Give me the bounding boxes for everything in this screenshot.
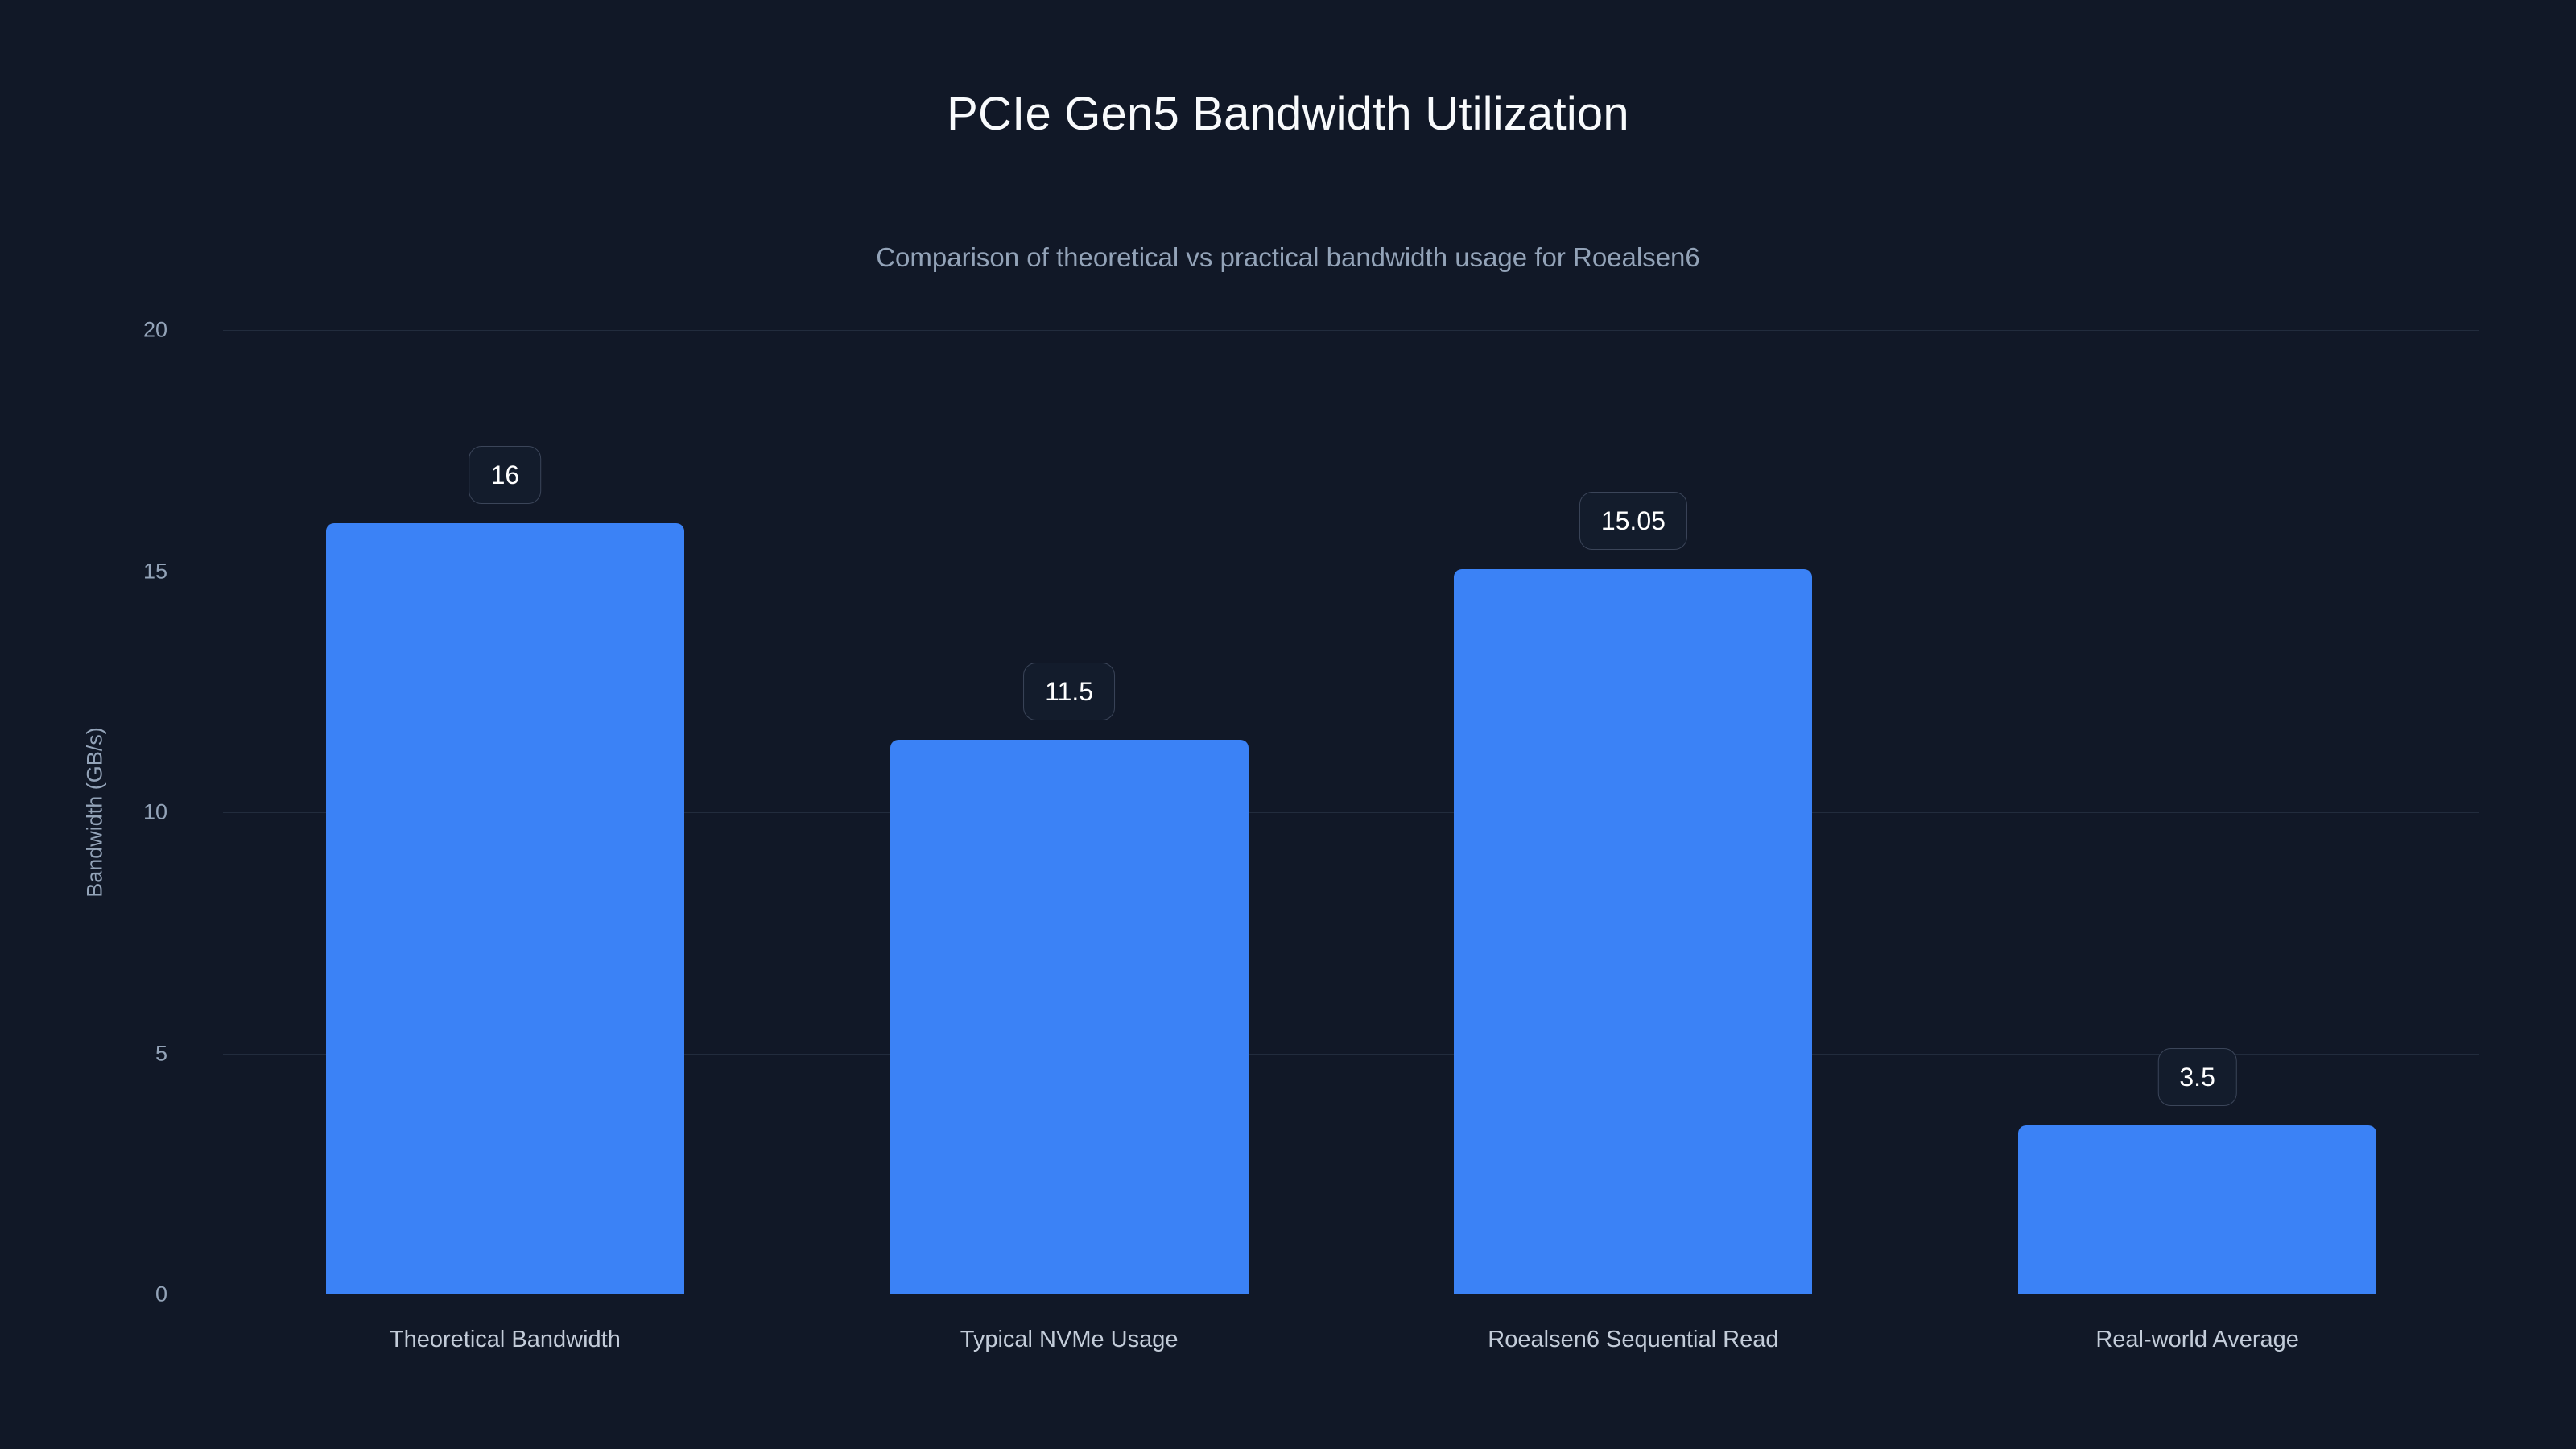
bar-typical-nvme-usage[interactable] [890,740,1249,1294]
value-badge-theoretical-bandwidth: 16 [469,445,542,504]
y-tick-label: 10 [142,799,167,824]
y-tick-label: 20 [142,317,167,342]
y-axis-ticks: 20 15 10 5 0 [0,318,196,1307]
gridline-10 [223,812,2479,813]
gridline-20 [223,330,2479,331]
bar-theoretical-bandwidth[interactable] [325,522,684,1294]
chart-subtitle: Comparison of theoretical vs practical b… [876,242,1700,272]
x-label-real-world-average: Real-world Average [2095,1327,2299,1352]
value-badge-typical-nvme-usage: 11.5 [1023,663,1116,721]
x-label-typical-nvme-usage: Typical NVMe Usage [960,1327,1179,1352]
chart-title: PCIe Gen5 Bandwidth Utilization [947,88,1629,140]
value-badge-real-world-average: 3.5 [2157,1048,2237,1107]
plot-area: 16 11.5 15.05 3.5 [223,330,2479,1294]
x-label-theoretical-bandwidth: Theoretical Bandwidth [389,1327,621,1352]
x-label-roealsen6-sequential-read: Roealsen6 Sequential Read [1488,1327,1779,1352]
bar-real-world-average[interactable] [2018,1125,2377,1294]
value-badge-roealsen6-sequential-read: 15.05 [1579,491,1687,550]
y-tick-label: 0 [155,1282,167,1307]
gridline-5 [223,1053,2479,1055]
y-tick-label: 15 [142,559,167,583]
bar-roealsen6-sequential-read[interactable] [1454,568,1813,1294]
y-tick-label: 5 [155,1041,167,1065]
